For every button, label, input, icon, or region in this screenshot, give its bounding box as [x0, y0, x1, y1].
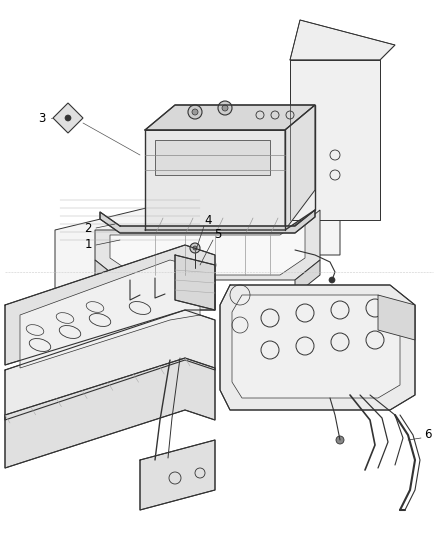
Polygon shape: [378, 295, 415, 340]
Text: 4: 4: [204, 214, 212, 227]
Polygon shape: [290, 60, 380, 220]
Text: 5: 5: [214, 229, 222, 241]
Text: 6: 6: [424, 429, 432, 441]
Polygon shape: [155, 140, 270, 175]
Polygon shape: [220, 285, 415, 410]
Circle shape: [218, 101, 232, 115]
Polygon shape: [175, 255, 215, 310]
Polygon shape: [145, 130, 285, 230]
Polygon shape: [55, 195, 340, 290]
Circle shape: [192, 109, 198, 115]
Polygon shape: [95, 260, 120, 295]
Polygon shape: [295, 260, 320, 295]
Circle shape: [336, 436, 344, 444]
Polygon shape: [5, 358, 215, 468]
Polygon shape: [95, 210, 320, 280]
Text: 2: 2: [84, 222, 92, 235]
Polygon shape: [20, 260, 200, 368]
Polygon shape: [232, 295, 400, 398]
Text: 3: 3: [38, 111, 46, 125]
Polygon shape: [100, 210, 315, 233]
Polygon shape: [140, 440, 215, 510]
Circle shape: [222, 105, 228, 111]
Circle shape: [65, 115, 71, 121]
Circle shape: [193, 246, 197, 250]
Polygon shape: [110, 218, 305, 275]
Circle shape: [188, 105, 202, 119]
Polygon shape: [5, 310, 215, 420]
Text: 1: 1: [84, 238, 92, 252]
Polygon shape: [5, 245, 215, 365]
Circle shape: [190, 243, 200, 253]
Circle shape: [329, 277, 335, 283]
Polygon shape: [285, 105, 315, 230]
Polygon shape: [290, 20, 395, 60]
Polygon shape: [145, 105, 315, 130]
Polygon shape: [53, 103, 83, 133]
